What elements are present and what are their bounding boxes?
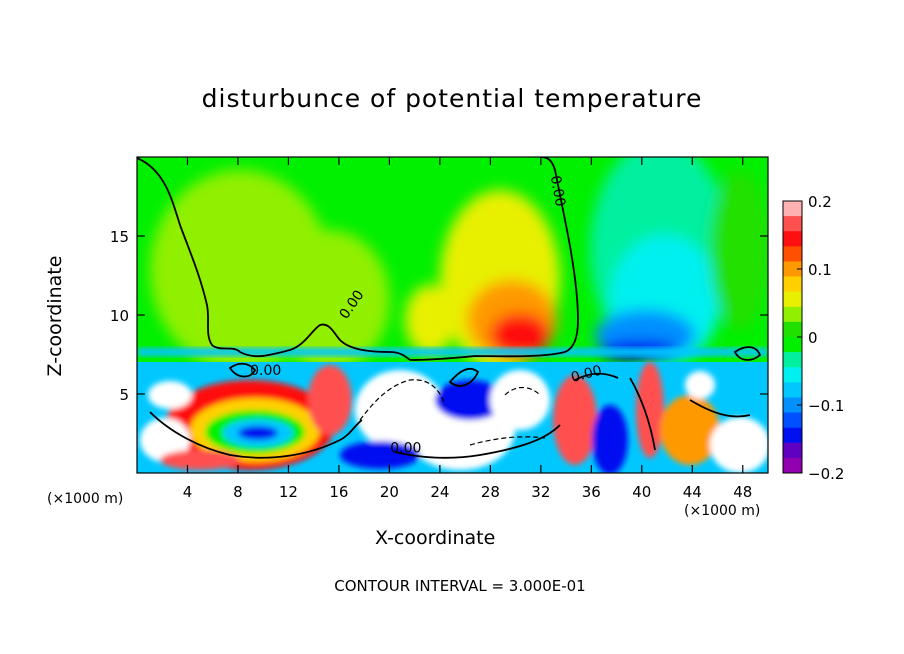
colorbar-swatch-1 (783, 216, 802, 232)
colorbar-swatch-0 (783, 201, 802, 217)
colorbar-swatch-12 (783, 382, 802, 398)
colorbar-swatch-3 (783, 246, 802, 262)
colorbar-swatch-6 (783, 291, 802, 308)
y-tick-label-5: 5 (119, 386, 129, 404)
colorbar-swatch-14 (783, 412, 802, 429)
x-tick-label-4: 4 (183, 483, 193, 501)
contour-lines (137, 157, 762, 459)
colorbar-swatch-10 (783, 352, 802, 368)
x-unit-right: (×1000 m) (684, 503, 761, 519)
x-unit-left: (×1000 m) (47, 491, 124, 507)
y-tick-label-15: 15 (110, 228, 129, 246)
x-tick-label-8: 8 (233, 483, 243, 501)
heatmap-field: 0.000.000.000.000.00 (137, 157, 768, 473)
x-tick-label-32: 32 (531, 483, 550, 501)
colorbar-swatch-8 (783, 321, 802, 338)
colorbar-tick-label-1: 0.1 (808, 261, 832, 279)
colorbar-swatch-5 (783, 276, 802, 293)
colorbar-tick-label-2: 0 (808, 329, 818, 347)
colorbar-swatch-11 (783, 367, 802, 383)
x-axis-ticks: 4 8 12 16 20 24 28 32 36 40 44 48 (183, 157, 752, 501)
x-tick-label-16: 16 (329, 483, 348, 501)
colorbar: 0.2 0.1 0 −0.1 −0.2 (782, 193, 844, 483)
x-tick-label-40: 40 (632, 483, 651, 501)
x-tick-label-44: 44 (683, 483, 702, 501)
contour-label-3: 0.00 (390, 440, 421, 456)
chart-title: disturbunce of potential temperature (201, 84, 703, 113)
y-tick-label-10: 10 (110, 307, 129, 325)
x-tick-label-20: 20 (380, 483, 399, 501)
x-tick-label-36: 36 (582, 483, 601, 501)
contour-label-4: 0.00 (569, 363, 603, 387)
colorbar-swatch-17 (783, 457, 802, 474)
contour-label-2: 0.00 (250, 363, 281, 379)
colorbar-swatch-7 (783, 306, 802, 323)
colorbar-swatch-16 (783, 442, 802, 459)
colorbar-swatch-4 (783, 261, 802, 278)
colorbar-swatch-13 (783, 397, 802, 414)
y-axis-label: Z-coordinate (44, 255, 66, 377)
x-tick-label-12: 12 (279, 483, 298, 501)
colorbar-swatch-15 (783, 427, 802, 444)
colorbar-swatch-9 (783, 337, 802, 353)
x-tick-label-24: 24 (430, 483, 449, 501)
contour-interval-note: CONTOUR INTERVAL = 3.000E-01 (334, 577, 586, 595)
colorbar-tick-label-4: −0.2 (808, 465, 844, 483)
y-axis-ticks: 5 10 15 (110, 228, 768, 404)
colorbar-tick-label-3: −0.1 (808, 397, 844, 415)
x-axis-label: X-coordinate (375, 527, 496, 549)
x-tick-label-28: 28 (481, 483, 500, 501)
colorbar-swatch-2 (783, 231, 802, 247)
x-tick-label-48: 48 (733, 483, 752, 501)
colorbar-tick-label-0: 0.2 (808, 193, 832, 211)
contour-label-0: 0.00 (547, 174, 568, 207)
